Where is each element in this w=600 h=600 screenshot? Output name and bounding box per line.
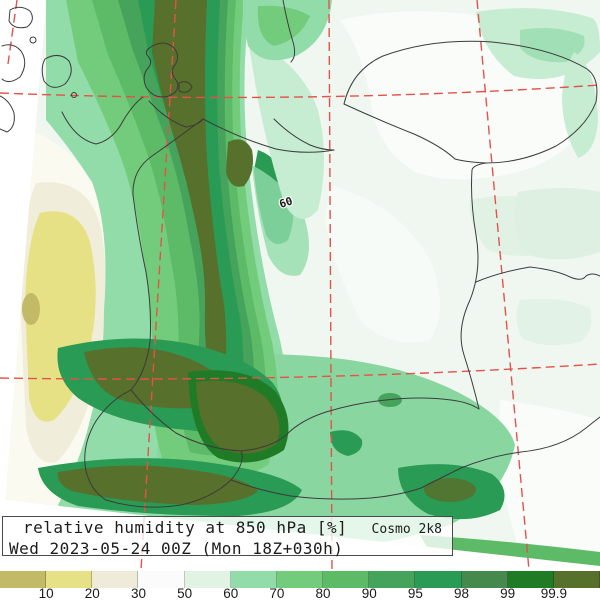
colorbar-tick-label: 70 xyxy=(269,586,285,600)
colorbar-tick-label: 20 xyxy=(84,586,100,600)
meridian-line xyxy=(140,0,177,570)
valid-time-label: Wed 2023-05-24 00Z (Mon 18Z+030h) xyxy=(9,539,344,558)
colorbar-segment xyxy=(92,571,139,588)
meridian-line xyxy=(7,0,18,65)
oder-border xyxy=(130,118,204,391)
colorbar-segment xyxy=(553,571,600,588)
colorbar-tick-label: 99 xyxy=(500,586,516,600)
jutland-coastline xyxy=(0,95,15,133)
lithuania-border xyxy=(343,40,598,164)
meridian-line xyxy=(476,0,530,570)
parallel-line xyxy=(0,363,600,380)
colorbar-tick-label: 60 xyxy=(223,586,239,600)
colorbar-tick-label: 90 xyxy=(361,586,377,600)
colorbar-tick-label: 50 xyxy=(177,586,193,600)
model-name-label: Cosmo 2k8 xyxy=(371,522,442,537)
lagoon-coastline xyxy=(343,103,456,160)
colorbar-tick-label: 80 xyxy=(315,586,331,600)
danish-island-coastline xyxy=(8,6,33,29)
parallel-line xyxy=(0,84,600,99)
colorbar-segment xyxy=(276,571,324,588)
colorbar-tick-labels: 10 20 30 50 60 70 80 90 95 98 99 99.9 xyxy=(0,586,600,600)
danish-island-coastline xyxy=(1,44,26,83)
humidity-colorbar xyxy=(0,571,600,588)
colorbar-tick-label: 10 xyxy=(38,586,54,600)
colorbar-segment xyxy=(184,571,231,588)
colorbar-segment xyxy=(323,571,370,588)
graticule-layer xyxy=(0,0,600,570)
colorbar-segment xyxy=(415,571,462,588)
baltic-coastline xyxy=(61,96,144,145)
product-title: relative humidity at 850 hPa [%] xyxy=(23,518,348,537)
colorbar-tick-label: 99.9 xyxy=(540,586,567,600)
small-island xyxy=(29,36,37,44)
borders-layer xyxy=(0,0,600,508)
humidity-field-layer xyxy=(5,0,600,566)
colorbar-segment xyxy=(0,571,47,588)
small-island xyxy=(71,92,77,98)
small-island xyxy=(178,81,193,93)
colorbar-segment xyxy=(138,571,185,588)
poland-east-border xyxy=(460,162,487,410)
humidity-map: 60 xyxy=(0,0,600,570)
colorbar-segment xyxy=(369,571,416,588)
ruegen-island-coastline xyxy=(143,42,179,98)
colorbar-segment xyxy=(507,571,554,588)
colorbar-segment xyxy=(461,571,508,588)
belarus-border xyxy=(475,266,600,283)
colorbar-tick-label: 98 xyxy=(454,586,470,600)
colorbar-segment xyxy=(46,571,93,588)
map-title-box: relative humidity at 850 hPa [%] Cosmo 2… xyxy=(2,516,453,558)
colorbar-tick-label: 30 xyxy=(130,586,146,600)
meridian-line xyxy=(328,0,333,570)
poland-south-border xyxy=(130,389,480,452)
danish-island-coastline xyxy=(41,55,72,88)
colorbar-segment xyxy=(230,571,277,588)
curonian-spit-coastline xyxy=(273,118,335,151)
contour-label-60: 60 xyxy=(278,194,295,210)
colorbar-tick-label: 95 xyxy=(407,586,423,600)
slovakia-south-border xyxy=(230,416,600,500)
border-segment xyxy=(282,0,296,63)
